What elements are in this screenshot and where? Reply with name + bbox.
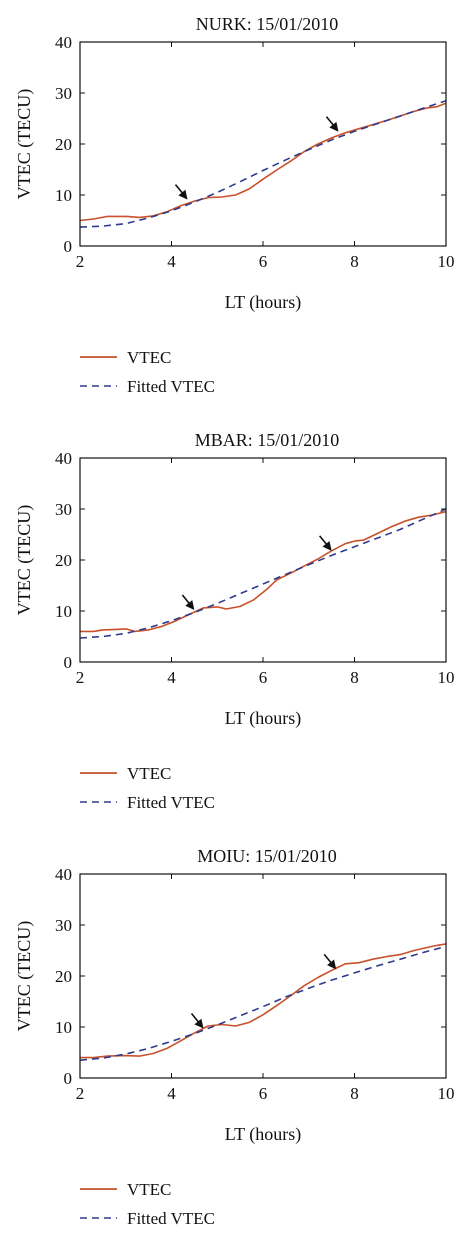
arrow-head [178,189,188,200]
y-tick-label: 10 [55,1018,72,1037]
y-tick-label: 20 [55,135,72,154]
y-tick-label: 0 [64,653,73,672]
y-axis-label: VTEC (TECU) [14,89,35,199]
fitted-vtec-line [80,945,446,1061]
x-tick-label: 10 [438,1084,455,1103]
y-tick-label: 20 [55,551,72,570]
vtec-line [80,102,446,222]
arrow-head [329,121,339,132]
x-axis-label: LT (hours) [225,1124,302,1145]
vtec-line [80,510,446,633]
x-tick-label: 2 [76,1084,85,1103]
x-tick-label: 8 [350,252,359,271]
x-axis-label: LT (hours) [225,292,302,313]
arrow-head [322,540,332,551]
x-tick-label: 4 [167,252,176,271]
plot-frame [79,41,447,247]
x-tick-label: 4 [167,668,176,687]
y-tick-label: 40 [55,33,72,52]
fitted-vtec-line [80,99,446,228]
x-tick-label: 4 [167,1084,176,1103]
plot-area [80,508,446,639]
legend-vtec-label: VTEC [127,1180,171,1199]
y-tick-label: 0 [64,1069,73,1088]
chart-panel-1: NURK: 15/01/2010 2 4 6 8 10 0 10 20 30 40 LT (hours… [14,14,455,396]
plot-frame [79,873,447,1079]
y-tick-label: 0 [64,237,73,256]
x-axis-label: LT (hours) [225,708,302,729]
x-tick-label: 2 [76,668,85,687]
x-tick-label: 6 [259,1084,268,1103]
legend-fitted-label: Fitted VTEC [127,793,215,812]
y-tick-label: 30 [55,500,72,519]
chart-panel-3: MOIU: 15/01/2010 2 4 6 8 10 0 10 20 30 40 LT (hours… [14,846,455,1228]
y-tick-label: 20 [55,967,72,986]
y-tick-label: 10 [55,186,72,205]
x-tick-label: 10 [438,252,455,271]
y-tick-label: 40 [55,449,72,468]
chart-panel-2: MBAR: 15/01/2010 2 4 6 8 10 0 10 20 30 40 LT (hours… [14,430,455,812]
plot-area [80,99,446,228]
y-tick-label: 30 [55,916,72,935]
legend-vtec-label: VTEC [127,764,171,783]
legend-vtec-label: VTEC [127,348,171,367]
y-tick-label: 30 [55,84,72,103]
vtec-line [80,943,446,1059]
legend-fitted-label: Fitted VTEC [127,377,215,396]
x-tick-label: 8 [350,1084,359,1103]
x-tick-label: 6 [259,252,268,271]
chart-title: NURK: 15/01/2010 [196,14,339,34]
x-tick-label: 2 [76,252,85,271]
arrow-head [185,600,195,610]
y-axis-label: VTEC (TECU) [14,505,35,615]
x-tick-label: 6 [259,668,268,687]
fitted-vtec-line [80,508,446,639]
legend-fitted-label: Fitted VTEC [127,1209,215,1228]
chart-title: MBAR: 15/01/2010 [195,430,340,450]
y-axis-label: VTEC (TECU) [14,921,35,1031]
chart-title: MOIU: 15/01/2010 [197,846,337,866]
x-tick-label: 8 [350,668,359,687]
y-tick-label: 40 [55,865,72,884]
y-tick-label: 10 [55,602,72,621]
arrow-head [194,1018,204,1029]
arrow-head [327,959,337,970]
x-tick-label: 10 [438,668,455,687]
plot-area [80,943,446,1061]
